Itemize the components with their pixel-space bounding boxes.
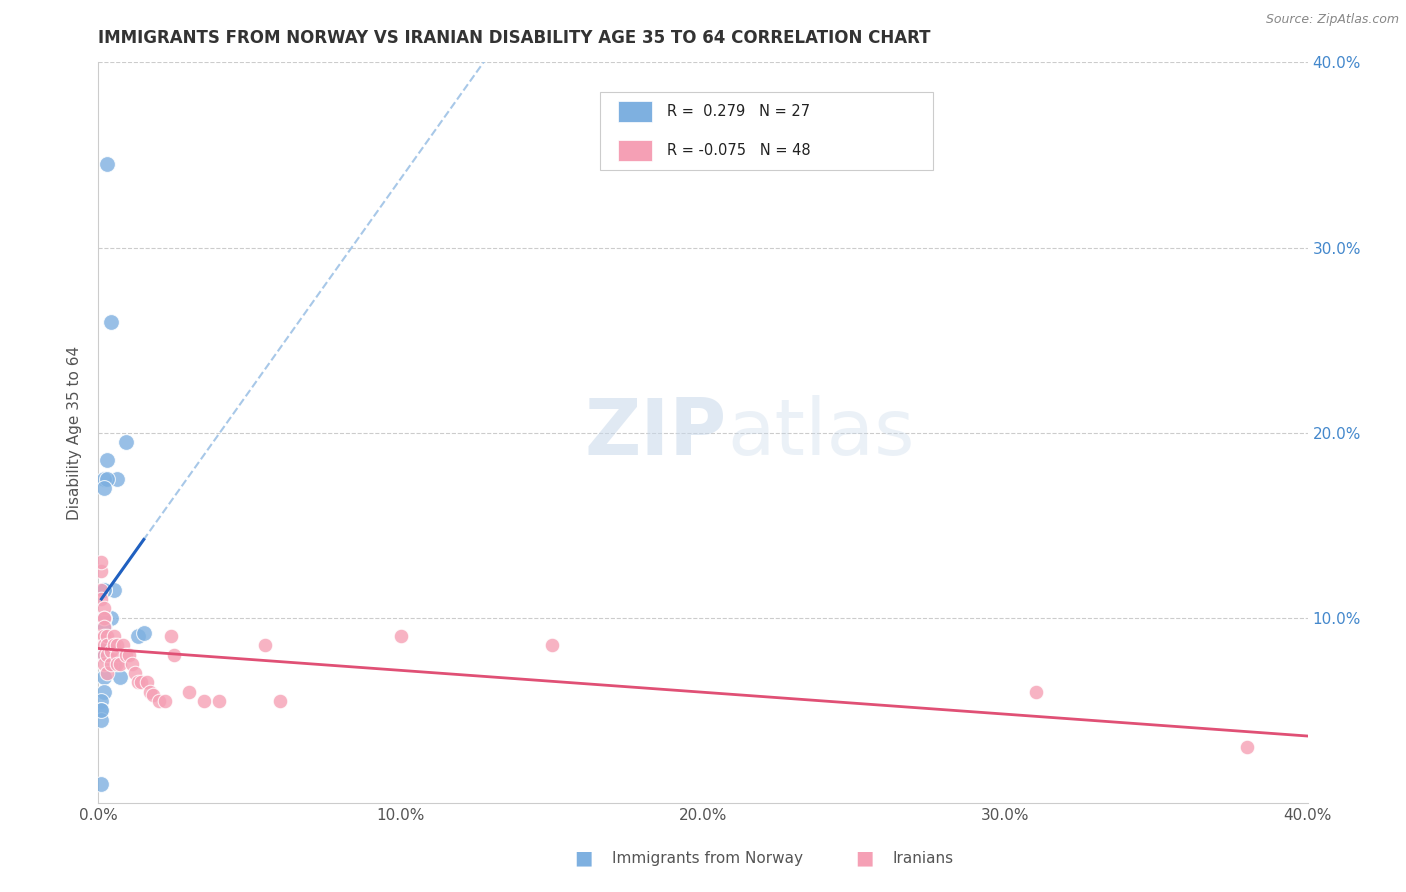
Point (93, 620, 115, 634)
Text: Iranians: Iranians (893, 851, 953, 865)
Point (153, 694, 176, 708)
Point (127, 629, 149, 643)
Text: ■: ■ (574, 848, 593, 868)
Text: ■: ■ (855, 848, 875, 868)
FancyBboxPatch shape (600, 92, 932, 169)
Point (132, 625, 155, 640)
Y-axis label: Disability Age 35 to 64: Disability Age 35 to 64 (67, 345, 83, 520)
Point (90, 703, 112, 717)
Text: Immigrants from Norway: Immigrants from Norway (612, 851, 803, 865)
Point (105, 657, 128, 671)
Point (179, 685, 201, 699)
Point (96, 629, 118, 643)
Point (540, 639, 562, 653)
Point (93, 657, 115, 671)
Point (148, 694, 170, 708)
Point (108, 670, 131, 684)
Point (90, 582, 112, 597)
Point (124, 666, 146, 681)
Point (96, 639, 118, 653)
Point (96, 453, 118, 467)
Point (96, 472, 118, 486)
Point (100, 314, 122, 328)
Point (93, 481, 115, 495)
Point (127, 675, 149, 690)
Point (1236, 740, 1258, 755)
Point (93, 639, 115, 653)
Point (93, 620, 115, 634)
Point (100, 644, 122, 658)
Point (103, 582, 125, 597)
Point (114, 434, 136, 449)
Point (103, 639, 125, 653)
Point (93, 610, 115, 624)
Text: atlas: atlas (727, 394, 915, 471)
Point (90, 703, 112, 717)
Point (96, 639, 118, 653)
Point (269, 694, 291, 708)
Point (129, 675, 152, 690)
Point (90, 777, 112, 791)
Point (163, 648, 186, 662)
Text: IMMIGRANTS FROM NORWAY VS IRANIAN DISABILITY AGE 35 TO 64 CORRELATION CHART: IMMIGRANTS FROM NORWAY VS IRANIAN DISABI… (98, 29, 931, 47)
Point (103, 629, 125, 643)
Point (90, 555, 112, 569)
Point (93, 648, 115, 662)
Text: R = -0.075   N = 48: R = -0.075 N = 48 (666, 143, 810, 158)
Point (103, 657, 125, 671)
Point (93, 582, 115, 597)
Text: Source: ZipAtlas.com: Source: ZipAtlas.com (1265, 13, 1399, 27)
Point (93, 472, 115, 486)
Point (100, 610, 122, 624)
Point (108, 657, 131, 671)
Point (105, 639, 128, 653)
Point (100, 657, 122, 671)
Point (105, 648, 128, 662)
Point (121, 657, 143, 671)
Point (93, 610, 115, 624)
Point (93, 648, 115, 662)
Text: R =  0.279   N = 27: R = 0.279 N = 27 (666, 103, 810, 119)
FancyBboxPatch shape (619, 101, 652, 121)
Text: ZIP: ZIP (585, 394, 727, 471)
Point (111, 639, 134, 653)
Point (160, 629, 183, 643)
Point (1024, 685, 1046, 699)
Point (96, 666, 118, 681)
Point (114, 648, 136, 662)
Point (105, 472, 128, 486)
Point (118, 648, 141, 662)
Point (96, 648, 118, 662)
Point (389, 629, 412, 643)
Point (93, 601, 115, 615)
Point (142, 689, 165, 703)
Point (208, 694, 231, 708)
Point (93, 670, 115, 684)
Point (96, 157, 118, 171)
Point (90, 694, 112, 708)
Point (135, 675, 157, 690)
Point (139, 685, 162, 699)
Point (193, 694, 215, 708)
Point (93, 610, 115, 624)
FancyBboxPatch shape (619, 140, 652, 161)
Point (90, 565, 112, 579)
Point (253, 639, 276, 653)
Point (90, 629, 112, 643)
Point (90, 713, 112, 727)
Point (93, 582, 115, 597)
Point (93, 685, 115, 699)
Point (93, 629, 115, 643)
Point (90, 592, 112, 607)
